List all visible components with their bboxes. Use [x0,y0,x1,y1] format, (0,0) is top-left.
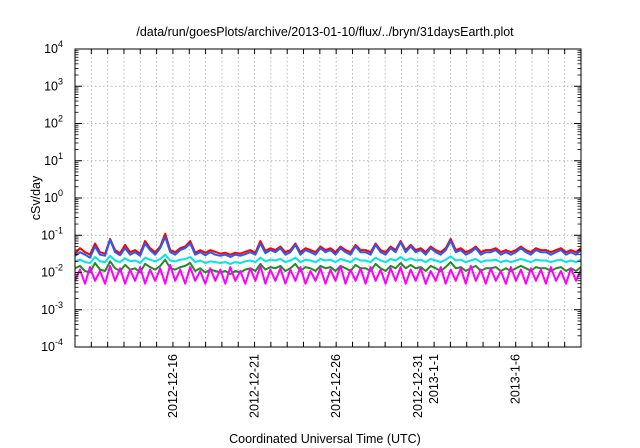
y-tick-label: 103 [44,76,63,93]
y-tick-labels: 10-4 10-3 10-2 10-1 100 101 102 103 104 [41,39,63,354]
y-tick-label: 10-3 [41,300,63,317]
series-lines [74,232,582,285]
tick-marks [75,49,581,347]
y-tick-label: 104 [44,39,63,56]
x-tick-label: 2012-12-21 [248,354,262,418]
plot-border [74,48,582,348]
y-axis-label: cSv/day [29,175,43,220]
x-tick-label: 2013-1-1 [427,354,441,404]
x-tick-label: 2013-1-6 [509,354,523,404]
chart-title: /data/run/goesPlots/archive/2013-01-10/f… [136,25,514,39]
x-tick-label: 2012-12-31 [411,354,425,418]
series-line [74,258,582,276]
y-tick-label: 102 [44,114,63,131]
series-line [74,263,582,285]
series-line [74,232,582,256]
x-tick-label: 2012-12-26 [329,354,343,418]
x-tick-labels: 2012-12-16 2012-12-21 2012-12-26 2012-12-31… [166,354,523,418]
x-axis-label: Coordinated Universal Time (UTC) [229,432,421,446]
y-tick-label: 100 [44,188,63,205]
y-tick-label: 101 [44,151,63,168]
grid [75,49,581,347]
y-tick-label: 10-4 [41,337,63,354]
series-line [74,253,582,265]
series-line [74,236,582,259]
y-tick-label: 10-1 [41,225,63,242]
x-tick-label: 2012-12-16 [166,354,180,418]
y-tick-label: 10-2 [41,263,63,280]
